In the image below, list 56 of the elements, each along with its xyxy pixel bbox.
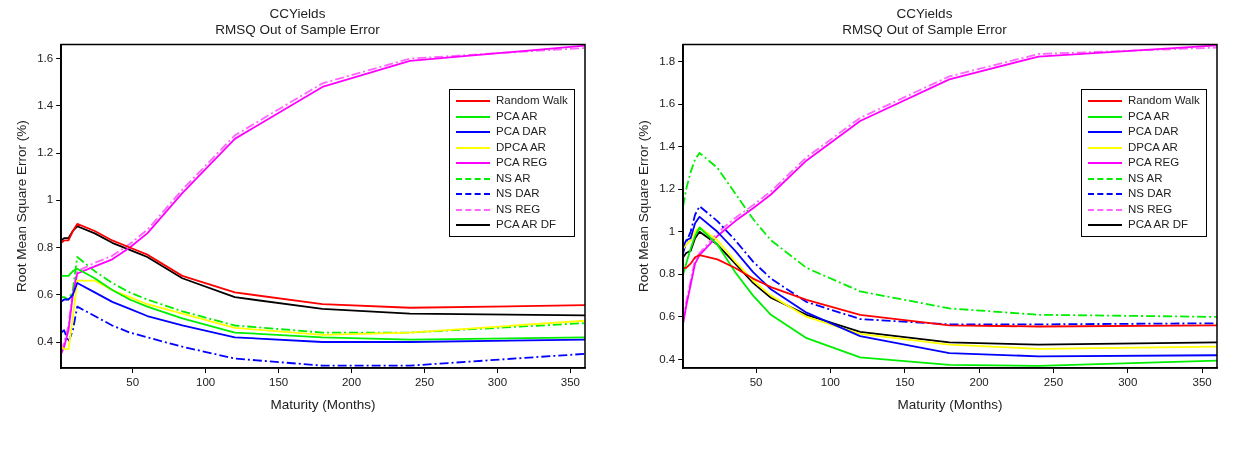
y-tick-label: 1.6 xyxy=(659,97,676,110)
legend-label: PCA AR DF xyxy=(1128,218,1189,231)
legend-label: PCA AR xyxy=(1128,109,1170,122)
x-tick-label: 350 xyxy=(560,376,580,389)
y-tick-label: 1.6 xyxy=(37,51,54,64)
y-tick-label: 0.4 xyxy=(659,352,676,365)
legend-label: NS REG xyxy=(1128,202,1173,215)
x-tick-label: 300 xyxy=(487,376,508,389)
x-tick-label: 200 xyxy=(341,376,362,389)
legend-label: PCA REG xyxy=(496,156,548,169)
legend-label: NS DAR xyxy=(1128,187,1172,200)
y-axis-title: Root Mean Square Error (%) xyxy=(13,120,29,293)
legend-label: DPCA AR xyxy=(496,140,546,153)
y-tick-label: 1.2 xyxy=(659,182,676,195)
x-tick-label: 250 xyxy=(1043,376,1064,389)
chart-subtitle: RMSQ Out of Sample Error xyxy=(215,22,381,38)
y-tick-label: 0.8 xyxy=(37,240,54,253)
legend-label: NS REG xyxy=(496,202,541,215)
y-tick-label: 0.6 xyxy=(37,287,54,300)
y-tick-label: 1 xyxy=(668,224,676,237)
chart-title: CCYields xyxy=(896,5,953,21)
y-tick-label: 0.8 xyxy=(659,267,676,280)
line-series xyxy=(683,152,1217,318)
legend-label: NS AR xyxy=(1128,171,1163,184)
legend-label: PCA DAR xyxy=(496,125,547,138)
x-tick-label: 50 xyxy=(749,376,763,389)
x-tick-label: 350 xyxy=(1192,376,1212,389)
y-tick-label: 1.8 xyxy=(659,54,676,67)
legend-label: DPCA AR xyxy=(1128,140,1178,153)
x-tick-label: 100 xyxy=(196,376,216,389)
y-tick-label: 1 xyxy=(46,193,54,206)
x-tick-label: 250 xyxy=(414,376,435,389)
x-axis-title: Maturity (Months) xyxy=(270,396,376,412)
chart-subtitle: RMSQ Out of Sample Error xyxy=(842,22,1008,38)
x-tick-label: 200 xyxy=(969,376,989,389)
legend-label: Random Walk xyxy=(1128,94,1200,107)
y-tick-label: 1.4 xyxy=(37,98,54,111)
y-tick-label: 1.2 xyxy=(37,146,54,159)
x-axis-title: Maturity (Months) xyxy=(897,396,1003,412)
legend-label: PCA AR DF xyxy=(496,218,557,231)
legend-label: NS DAR xyxy=(496,187,540,200)
y-axis-title: Root Mean Square Error (%) xyxy=(635,120,651,293)
x-tick-label: 50 xyxy=(126,376,140,389)
x-tick-label: 300 xyxy=(1118,376,1138,389)
legend-label: PCA AR xyxy=(496,109,538,122)
x-tick-label: 150 xyxy=(269,376,289,389)
legend-label: PCA DAR xyxy=(1128,125,1179,138)
legend-label: NS AR xyxy=(496,171,531,184)
y-tick-label: 0.6 xyxy=(659,310,676,323)
x-tick-label: 100 xyxy=(820,376,840,389)
x-tick-label: 150 xyxy=(895,376,915,389)
chart-title: CCYields xyxy=(269,5,326,21)
legend-label: PCA REG xyxy=(1128,156,1180,169)
legend-label: Random Walk xyxy=(496,94,568,107)
y-tick-label: 1.4 xyxy=(659,139,676,152)
y-tick-label: 0.4 xyxy=(37,335,54,348)
